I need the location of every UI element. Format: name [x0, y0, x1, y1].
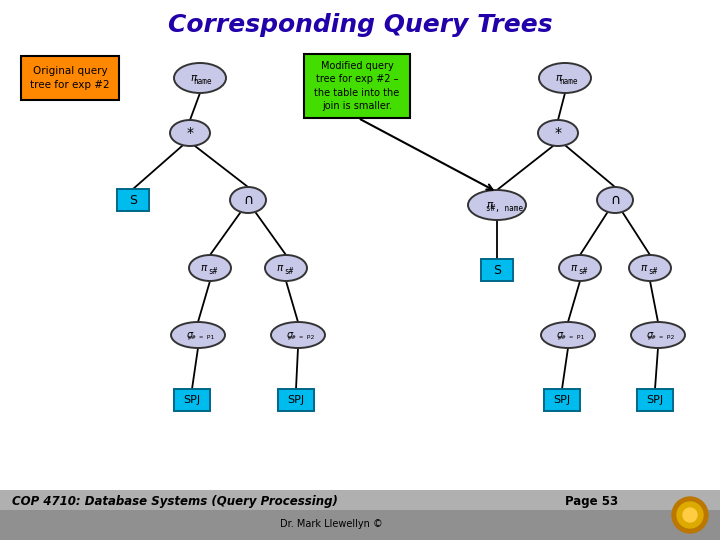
Ellipse shape [170, 120, 210, 146]
Circle shape [677, 502, 703, 528]
Text: $\sigma$: $\sigma$ [186, 330, 194, 340]
Ellipse shape [541, 322, 595, 348]
Text: s#, name: s#, name [487, 204, 523, 213]
Text: $\pi$: $\pi$ [190, 73, 198, 83]
FancyBboxPatch shape [117, 189, 149, 211]
Text: $\cap$: $\cap$ [243, 193, 253, 207]
Text: *: * [554, 126, 562, 140]
Ellipse shape [230, 187, 266, 213]
Text: Modified query
tree for exp #2 –
the table into the
join is smaller.: Modified query tree for exp #2 – the tab… [315, 61, 400, 111]
Text: name: name [559, 77, 577, 85]
FancyBboxPatch shape [637, 389, 673, 411]
Ellipse shape [265, 255, 307, 281]
Text: $\cap$: $\cap$ [610, 193, 620, 207]
Text: S: S [129, 193, 137, 206]
FancyBboxPatch shape [174, 389, 210, 411]
Text: $\sigma$: $\sigma$ [556, 330, 564, 340]
Text: $\pi$: $\pi$ [640, 263, 648, 273]
Text: $\pi$: $\pi$ [555, 73, 563, 83]
Text: $\pi$: $\pi$ [570, 263, 578, 273]
Text: $\sigma$: $\sigma$ [646, 330, 654, 340]
Ellipse shape [559, 255, 601, 281]
Text: p# = P1: p# = P1 [188, 335, 214, 341]
FancyBboxPatch shape [481, 259, 513, 281]
Text: SPJ: SPJ [184, 395, 201, 405]
FancyBboxPatch shape [544, 389, 580, 411]
Ellipse shape [271, 322, 325, 348]
Text: $\pi$: $\pi$ [276, 263, 284, 273]
FancyBboxPatch shape [21, 56, 119, 100]
Text: SPJ: SPJ [287, 395, 305, 405]
FancyBboxPatch shape [278, 389, 314, 411]
Circle shape [683, 508, 697, 522]
Ellipse shape [174, 63, 226, 93]
Circle shape [672, 497, 708, 533]
FancyBboxPatch shape [304, 54, 410, 118]
Text: p# = P2: p# = P2 [288, 335, 314, 341]
Text: p# = P2: p# = P2 [648, 335, 674, 341]
Text: s#: s# [284, 267, 294, 275]
Text: SPJ: SPJ [647, 395, 664, 405]
Text: $\pi$: $\pi$ [486, 200, 494, 210]
Text: s#: s# [208, 267, 217, 275]
Ellipse shape [538, 120, 578, 146]
Text: $\pi$: $\pi$ [200, 263, 208, 273]
Ellipse shape [468, 190, 526, 220]
Text: name: name [194, 77, 212, 85]
FancyBboxPatch shape [0, 490, 720, 540]
Text: $\sigma$: $\sigma$ [286, 330, 294, 340]
Ellipse shape [597, 187, 633, 213]
Text: p# = P1: p# = P1 [558, 335, 584, 341]
Text: s#: s# [578, 267, 588, 275]
Text: Original query
tree for exp #2: Original query tree for exp #2 [30, 66, 110, 90]
Text: Dr. Mark Llewellyn ©: Dr. Mark Llewellyn © [280, 519, 383, 529]
Ellipse shape [631, 322, 685, 348]
Text: Page 53: Page 53 [565, 496, 618, 509]
Ellipse shape [539, 63, 591, 93]
Text: SPJ: SPJ [554, 395, 570, 405]
Text: COP 4710: Database Systems (Query Processing): COP 4710: Database Systems (Query Proces… [12, 496, 338, 509]
Text: Corresponding Query Trees: Corresponding Query Trees [168, 13, 552, 37]
Ellipse shape [189, 255, 231, 281]
Ellipse shape [629, 255, 671, 281]
Text: *: * [186, 126, 194, 140]
Text: s#: s# [649, 267, 657, 275]
FancyBboxPatch shape [0, 510, 720, 540]
Text: S: S [493, 264, 501, 276]
Ellipse shape [171, 322, 225, 348]
